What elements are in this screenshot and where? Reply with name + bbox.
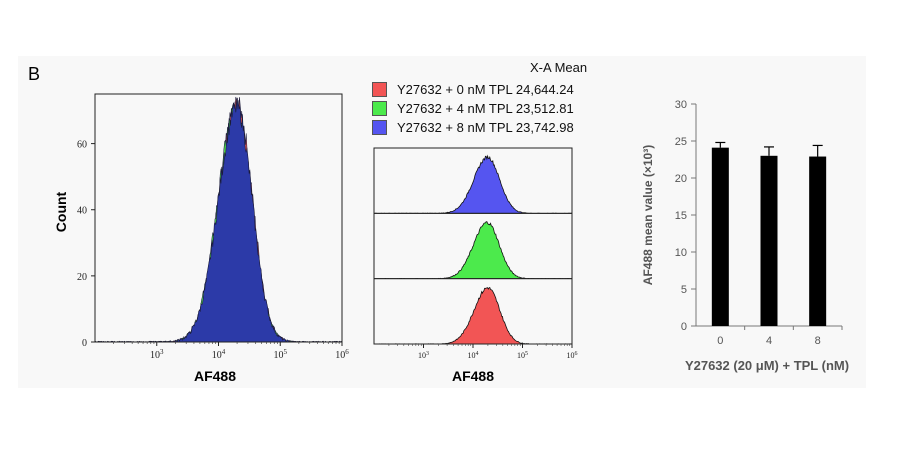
stacked-x-tick-label-0: 103 <box>418 351 429 360</box>
bar-x-tick-label-4: 4 <box>766 335 772 347</box>
stacked-histogram-x-axis-title: AF488 <box>452 368 494 384</box>
histogram-y-tick-label-0: 0 <box>82 338 87 349</box>
bar-y-tick-label-5: 25 <box>675 136 687 148</box>
legend-entry-8nm: Y27632 + 8 nM TPL 23,742.98 <box>372 118 574 136</box>
legend-entry-0nm: Y27632 + 0 nM TPL 24,644.24 <box>372 80 574 98</box>
bar-y-axis-title: AF488 mean value (×10³) <box>641 145 655 285</box>
histogram-y-tick-label-2: 40 <box>77 206 87 217</box>
bar-x-axis-title: Y27632 (20 μM) + TPL (nM) <box>685 358 849 373</box>
bar-y-tick-label-2: 10 <box>675 247 687 259</box>
legend-swatch-green <box>372 100 387 116</box>
bar-x-tick-label-8: 8 <box>815 335 821 347</box>
bar-y-tick-label-6: 30 <box>675 99 687 111</box>
legend-label-0nm: Y27632 + 0 nM TPL 24,644.24 <box>397 81 574 97</box>
legend-entry-4nm: Y27632 + 4 nM TPL 23,512.81 <box>372 99 574 117</box>
histogram-y-axis-title: Count <box>53 191 69 232</box>
bar-0 <box>711 147 729 326</box>
bar-4 <box>760 155 778 326</box>
stacked-x-tick-label-3: 106 <box>567 351 578 360</box>
stacked-x-tick-label-1: 104 <box>468 351 479 360</box>
panel-label: B <box>28 64 41 84</box>
legend-label-8nm: Y27632 + 8 nM TPL 23,742.98 <box>397 119 574 135</box>
legend-swatch-blue <box>372 119 387 135</box>
bar-x-tick-label-0: 0 <box>717 335 723 347</box>
bar-y-tick-label-3: 15 <box>675 210 687 222</box>
histogram-y-tick-label-1: 20 <box>77 272 87 283</box>
bar-8 <box>809 156 827 326</box>
histogram-x-axis-title: AF488 <box>194 368 236 384</box>
bar-y-tick-label-1: 5 <box>681 284 687 296</box>
legend-title: X-A Mean <box>530 60 588 75</box>
bar-y-tick-label-0: 0 <box>681 321 687 333</box>
legend-swatch-red <box>372 81 387 97</box>
legend-label-4nm: Y27632 + 4 nM TPL 23,512.81 <box>397 100 574 116</box>
histogram-y-tick-label-3: 60 <box>77 140 87 151</box>
bar-y-tick-label-4: 20 <box>675 173 687 185</box>
stacked-x-tick-label-2: 105 <box>517 351 528 360</box>
